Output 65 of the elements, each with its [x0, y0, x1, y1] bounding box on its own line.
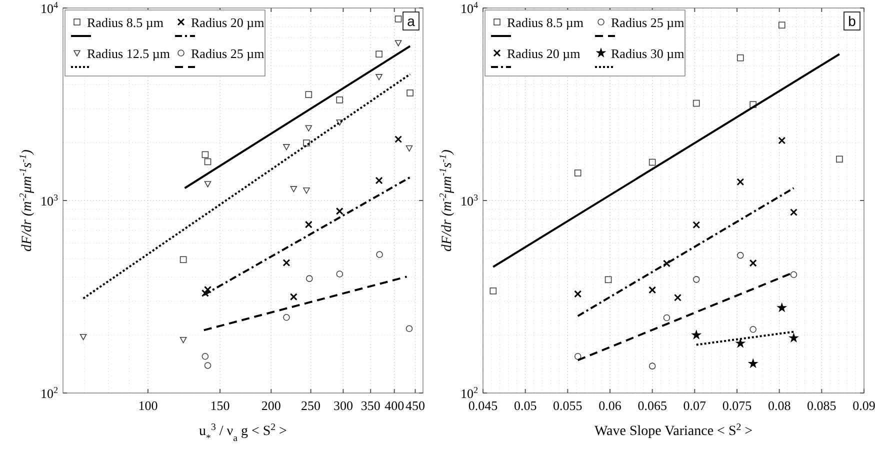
- x-tick-label: 0.05: [514, 398, 537, 413]
- point: [648, 158, 656, 166]
- legend-label: Radius 30 µm: [611, 46, 684, 61]
- x-tick-label: 0.055: [553, 398, 582, 413]
- y-tick-label: 10$^{2}$: [40, 385, 58, 401]
- point: [778, 136, 786, 144]
- x-tick-label: 300: [333, 398, 353, 413]
- point: [691, 330, 702, 340]
- x-tick-label: 250: [301, 398, 321, 413]
- legend-label: Radius 8.5 µm: [507, 15, 584, 30]
- x-tick-label: 0.06: [598, 398, 622, 413]
- x-tick-label: 450: [406, 398, 426, 413]
- point: [836, 156, 843, 163]
- point: [674, 294, 682, 302]
- point: [736, 178, 744, 186]
- x-tick-label: 0.07: [683, 398, 707, 413]
- point: [648, 362, 656, 370]
- x-tick-label: 200: [261, 398, 281, 413]
- point: [663, 314, 670, 322]
- point: [735, 338, 746, 348]
- legend-label: Radius 8.5 µm: [87, 15, 164, 30]
- point: [736, 54, 744, 62]
- annotation: b: [848, 13, 856, 29]
- point: [790, 208, 798, 216]
- point: [692, 276, 700, 283]
- point: [490, 288, 497, 294]
- annotation: a: [407, 13, 416, 29]
- x-tick-label: 0.075: [722, 398, 752, 413]
- point: [574, 170, 582, 176]
- legend-label: Radius 12.5 µm: [87, 46, 170, 61]
- x-tick-label: 0.09: [852, 398, 875, 413]
- point: [574, 290, 582, 298]
- point: [662, 260, 670, 268]
- point: [776, 302, 788, 312]
- x-axis-title: Wave Slope Variance < S$^{2}$ >: [594, 422, 753, 439]
- x-tick-label: 0.08: [768, 398, 791, 413]
- y-tick-label: 10$^{3}$: [40, 192, 58, 208]
- y-tick-label: 10$^{3}$: [460, 192, 478, 208]
- point: [692, 100, 700, 107]
- x-tick-label: 350: [360, 398, 380, 413]
- point: [574, 352, 582, 360]
- x-axis-title: u$_{*}$$^{3}$ / ν$_{a}$ g < S$^{2}$ >: [199, 422, 288, 444]
- point: [778, 22, 786, 28]
- point: [788, 332, 799, 342]
- point: [604, 276, 612, 284]
- legend-label: Radius 25 µm: [611, 15, 684, 30]
- x-tick-label: 150: [210, 398, 230, 413]
- legend-label: Radius 20 µm: [191, 15, 264, 30]
- point: [750, 326, 756, 333]
- x-tick-label: 100: [138, 398, 158, 413]
- x-tick-label: 400: [384, 398, 404, 413]
- y-tick-label: 10$^{4}$: [460, 0, 478, 16]
- x-tick-label: 0.065: [638, 398, 667, 413]
- y-tick-label: 10$^{4}$: [40, 0, 58, 16]
- point: [748, 358, 758, 368]
- point: [790, 271, 798, 278]
- point: [736, 252, 744, 259]
- legend-label: Radius 20 µm: [507, 46, 580, 61]
- x-tick-label: 0.045: [468, 398, 498, 413]
- x-tick-label: 0.085: [807, 398, 836, 413]
- point: [648, 286, 656, 294]
- legend-label: Radius 25 µm: [191, 46, 264, 61]
- point: [692, 221, 700, 229]
- point: [749, 259, 757, 267]
- y-tick-label: 10$^{2}$: [460, 385, 478, 401]
